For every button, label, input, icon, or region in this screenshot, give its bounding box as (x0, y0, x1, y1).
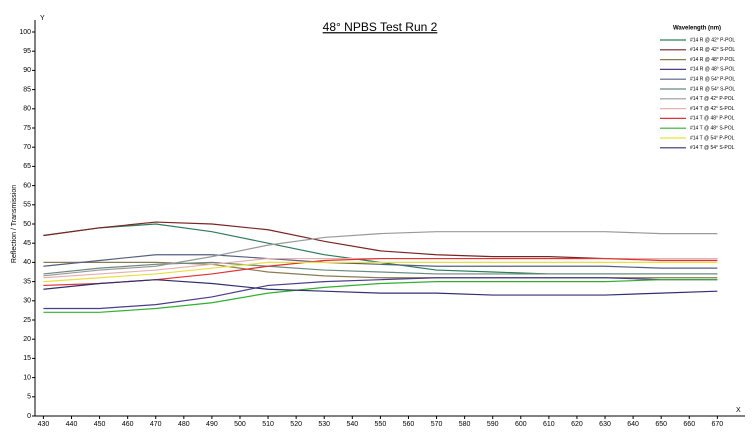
series-line (43, 254, 718, 269)
y-tick-label: 0 (27, 413, 31, 420)
y-tick-label: 40 (23, 259, 31, 266)
y-tick-label: 10 (23, 374, 31, 381)
y-tick-label: 5 (27, 394, 31, 401)
x-tick-label: 600 (515, 421, 527, 428)
y-tick-label: 15 (23, 355, 31, 362)
x-tick-label: 500 (234, 421, 246, 428)
x-axis-label: X (736, 407, 741, 414)
series-line (43, 279, 718, 313)
x-tick-label: 480 (178, 421, 190, 428)
y-tick-label: 90 (23, 67, 31, 74)
legend-label: #14 T @ 42° P-POL (690, 96, 735, 102)
legend-title: Wavelength (nm) (673, 26, 721, 32)
x-tick-label: 620 (571, 421, 583, 428)
x-tick-label: 670 (712, 421, 724, 428)
x-tick-label: 650 (655, 421, 667, 428)
x-tick-label: 520 (290, 421, 302, 428)
legend-label: #14 T @ 54° S-POL (690, 145, 735, 151)
x-tick-label: 570 (431, 421, 443, 428)
y-tick-label: 50 (23, 221, 31, 228)
x-tick-label: 460 (122, 421, 134, 428)
y-tick-label: 75 (23, 125, 31, 132)
y-tick-label: 25 (23, 317, 31, 324)
series-line (43, 277, 718, 310)
y-tick-label: 30 (23, 298, 31, 305)
y-tick-label: 60 (23, 182, 31, 189)
y-tick-label: 85 (23, 86, 31, 93)
x-tick-label: 660 (683, 421, 695, 428)
x-tick-label: 550 (375, 421, 387, 428)
legend-label: #14 R @ 48° P-POL (690, 57, 735, 63)
legend-label: #14 T @ 48° P-POL (690, 116, 735, 122)
y-axis-label: Y (40, 15, 45, 22)
chart-title: 48° NPBS Test Run 2 (323, 20, 438, 34)
legend-label: #14 R @ 48° S-POL (690, 67, 735, 73)
y-tick-label: 20 (23, 336, 31, 343)
legend-label: #14 R @ 42° P-POL (690, 37, 735, 43)
x-tick-label: 450 (94, 421, 106, 428)
x-tick-label: 430 (38, 421, 50, 428)
x-tick-label: 540 (346, 421, 358, 428)
x-tick-label: 470 (150, 421, 162, 428)
series-line (43, 261, 718, 275)
series-line (43, 261, 718, 283)
y-title: Reflection / Transmission (11, 185, 18, 263)
x-tick-label: 580 (459, 421, 471, 428)
x-tick-label: 590 (487, 421, 499, 428)
y-tick-label: 100 (19, 29, 31, 36)
x-tick-label: 610 (543, 421, 555, 428)
legend-label: #14 T @ 54° P-POL (690, 135, 735, 141)
x-tick-label: 630 (599, 421, 611, 428)
x-tick-label: 490 (206, 421, 218, 428)
y-tick-label: 95 (23, 48, 31, 55)
y-tick-label: 80 (23, 106, 31, 113)
x-tick-label: 440 (66, 421, 78, 428)
x-tick-label: 560 (403, 421, 415, 428)
y-tick-label: 45 (23, 240, 31, 247)
x-tick-label: 510 (262, 421, 274, 428)
x-tick-label: 530 (318, 421, 330, 428)
y-tick-label: 70 (23, 144, 31, 151)
legend-label: #14 R @ 54° S-POL (690, 86, 735, 92)
x-tick-label: 640 (627, 421, 639, 428)
legend-label: #14 R @ 42° S-POL (690, 47, 735, 53)
legend-label: #14 T @ 48° S-POL (690, 126, 735, 132)
y-tick-label: 65 (23, 163, 31, 170)
legend-label: #14 R @ 54° P-POL (690, 77, 735, 83)
y-tick-label: 55 (23, 202, 31, 209)
series-line (43, 231, 718, 277)
series-line (43, 279, 718, 296)
legend-label: #14 T @ 42° S-POL (690, 106, 735, 112)
y-tick-label: 35 (23, 278, 31, 285)
